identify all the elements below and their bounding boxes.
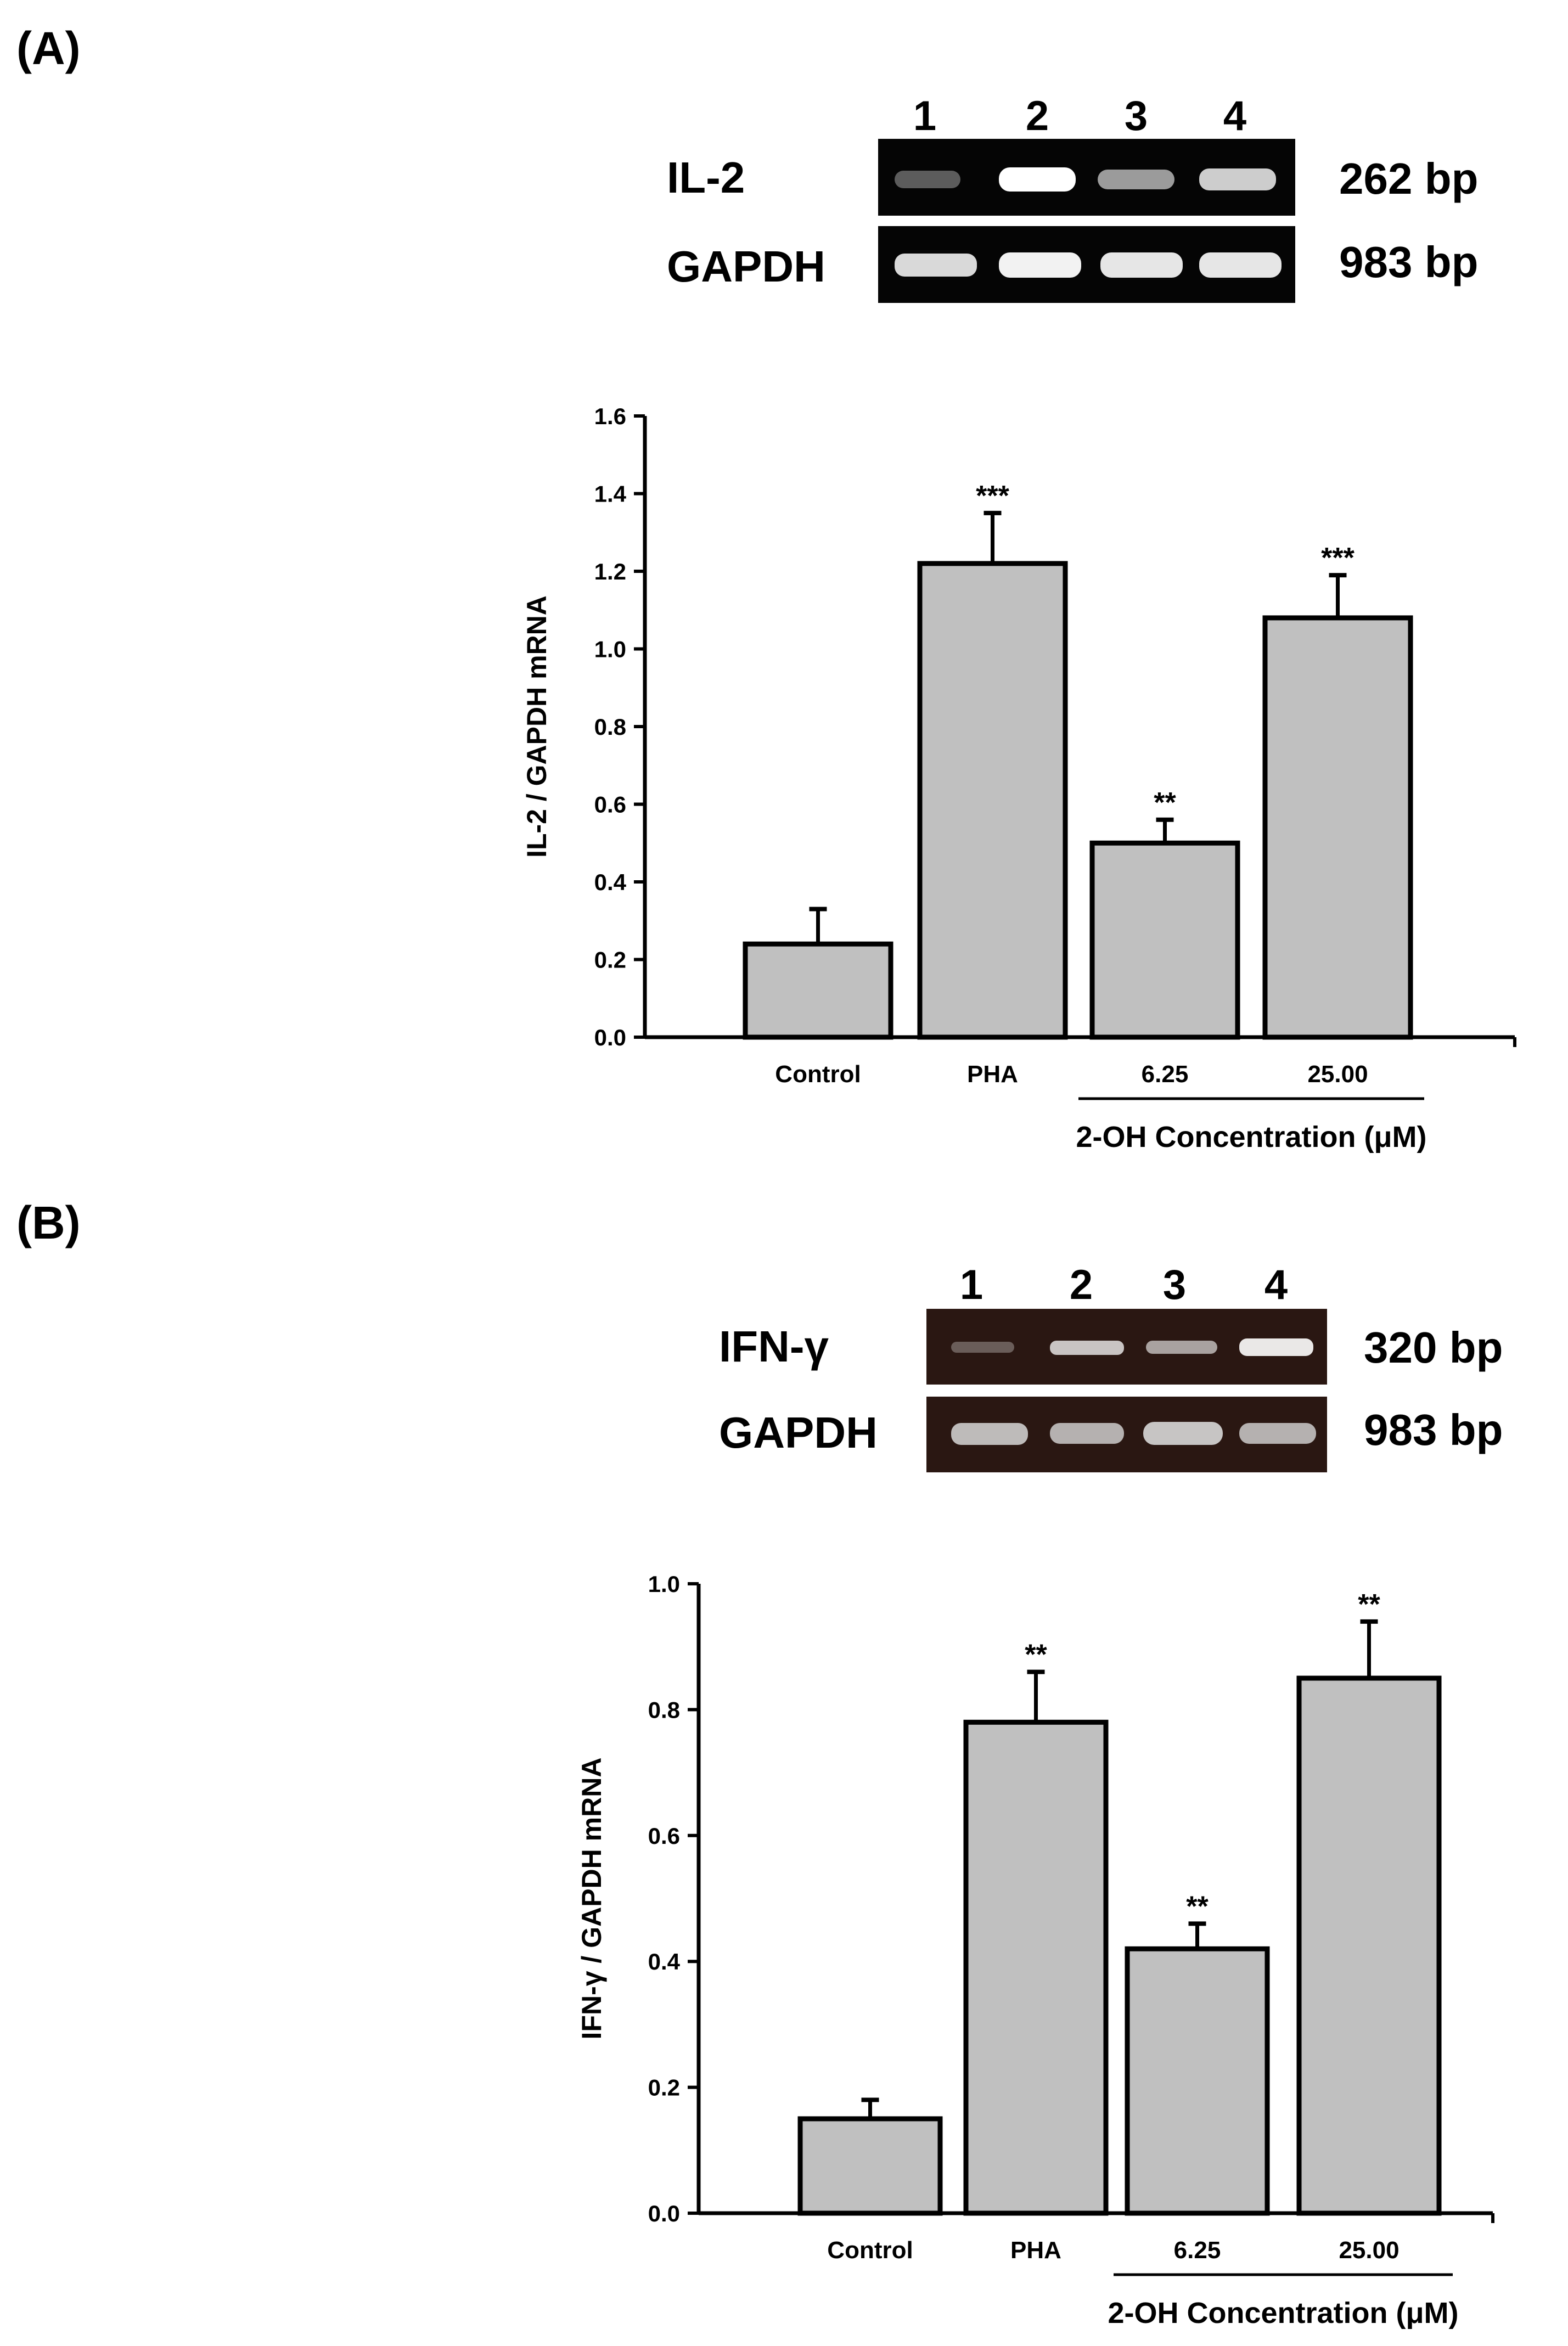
panel-b-gel-gapdh	[926, 1397, 1327, 1472]
panel-b-gel-size-gapdh: 983 bp	[1364, 1405, 1503, 1454]
panel-a-lane-4: 4	[1223, 93, 1247, 139]
panel-b-lane-2: 2	[1069, 1262, 1093, 1308]
panel-b-gapdh-band-2	[1050, 1423, 1124, 1444]
panel-a-lane-1: 1	[913, 93, 937, 139]
chart-b-x-axis-label: 2-OH Concentration (μM)	[1108, 2297, 1458, 2330]
chart-a-y-tick-label: 1.0	[594, 637, 626, 662]
chart-b-bar	[1296, 1675, 1442, 2216]
panel-a-gel-il2	[878, 139, 1295, 216]
chart-b-bar	[1125, 1946, 1270, 2216]
chart-b-y-tick-label: 0.6	[648, 1823, 680, 1849]
panel-a-gapdh-band-1	[895, 254, 977, 277]
panel-a-gapdh-band-4	[1199, 252, 1282, 278]
panel-a-lane-2: 2	[1025, 93, 1049, 139]
chart-b-x-tick-label: 25.00	[1339, 2237, 1399, 2264]
panel-b-gel-size-ifng: 320 bp	[1364, 1323, 1503, 1372]
chart-b-significance-label: **	[1186, 1891, 1209, 1922]
panel-b-label: (B)	[16, 1197, 81, 1248]
chart-a-bar	[1262, 615, 1413, 1040]
panel-b-gel-ifng	[926, 1309, 1327, 1385]
panel-a-gapdh-band-2	[999, 252, 1081, 278]
panel-a-il2-band-2	[999, 167, 1076, 192]
chart-b-y-tick-label: 0.0	[648, 2201, 680, 2226]
chart-a-significance-label: **	[1154, 787, 1176, 819]
panel-a-gapdh-band-3	[1100, 252, 1183, 278]
chart-b-y-axis-label: IFN-γ / GAPDH mRNA	[576, 1758, 607, 2040]
chart-a-y-axis-label: IL-2 / GAPDH mRNA	[521, 595, 552, 858]
chart-b-x-tick-label: PHA	[1010, 2237, 1061, 2264]
chart-a-y-tick-label: 0.0	[594, 1025, 626, 1050]
panel-b-gapdh-band-3	[1143, 1422, 1223, 1445]
panel-b-lane-1: 1	[959, 1262, 983, 1308]
panel-a-gel-name-il2: IL-2	[667, 153, 745, 202]
panel-b-gapdh-band-1	[951, 1423, 1028, 1445]
panel-b-gel-name-gapdh: GAPDH	[719, 1408, 878, 1457]
chart-a-y-tick-label: 0.8	[594, 714, 626, 740]
chart-b-bar	[963, 1719, 1109, 2216]
chart-b-significance-label: **	[1025, 1639, 1047, 1671]
panel-a-il2-band-1	[895, 171, 960, 188]
chart-a-y-tick-label: 0.6	[594, 792, 626, 818]
chart-b-bar	[797, 2116, 943, 2216]
chart-a-x-axis-label: 2-OH Concentration (μM)	[1076, 1121, 1426, 1154]
chart-b-y-tick-label: 0.2	[648, 2075, 680, 2101]
chart-a-x-tick-label: 25.00	[1307, 1061, 1368, 1088]
panel-b-ifng-band-3	[1146, 1341, 1217, 1354]
chart-a-bar	[1089, 840, 1240, 1040]
chart-a-y-tick-label: 1.2	[594, 559, 626, 584]
panel-a-gel-size-gapdh: 983 bp	[1339, 238, 1479, 286]
panel-a-lane-3: 3	[1124, 93, 1148, 139]
panel-b-lane-3: 3	[1162, 1262, 1187, 1308]
panel-a-il2-band-4	[1199, 168, 1276, 190]
panel-b-ifng-band-2	[1050, 1341, 1124, 1355]
chart-a-x-tick-label: Control	[775, 1061, 861, 1088]
panel-b-ifng-band-4	[1239, 1338, 1313, 1356]
panel-b-gapdh-band-4	[1239, 1423, 1316, 1444]
chart-b-y-tick-label: 0.4	[648, 1949, 681, 1974]
chart-a-x-tick-label: PHA	[967, 1061, 1018, 1088]
chart-a-significance-label: ***	[1321, 542, 1355, 574]
chart-b-y-tick-label: 1.0	[648, 1571, 680, 1597]
chart-b-x-tick-label: 6.25	[1174, 2237, 1221, 2264]
panel-a-gel-name-gapdh: GAPDH	[667, 242, 825, 291]
chart-b-significance-label: **	[1358, 1589, 1380, 1621]
panel-b-gel-name-ifng: IFN-γ	[719, 1322, 829, 1371]
panel-a-label: (A)	[16, 22, 81, 74]
chart-a-y-tick-label: 1.4	[594, 481, 627, 507]
chart-a-y-tick-label: 0.2	[594, 947, 626, 973]
chart-a-significance-label: ***	[976, 480, 1009, 512]
panel-a-il2-band-3	[1098, 170, 1174, 189]
chart-b-x-tick-label: Control	[827, 2237, 913, 2264]
panel-a-gel-size-il2: 262 bp	[1339, 154, 1479, 203]
panel-b-ifng-band-1	[951, 1342, 1014, 1353]
panel-a-gel-gapdh	[878, 226, 1295, 303]
chart-a-x-tick-label: 6.25	[1142, 1061, 1189, 1088]
chart-b-y-tick-label: 0.8	[648, 1697, 680, 1723]
chart-a-y-tick-label: 0.4	[594, 869, 627, 895]
chart-a-y-tick-label: 1.6	[594, 403, 626, 429]
panel-b-lane-4: 4	[1264, 1262, 1288, 1308]
